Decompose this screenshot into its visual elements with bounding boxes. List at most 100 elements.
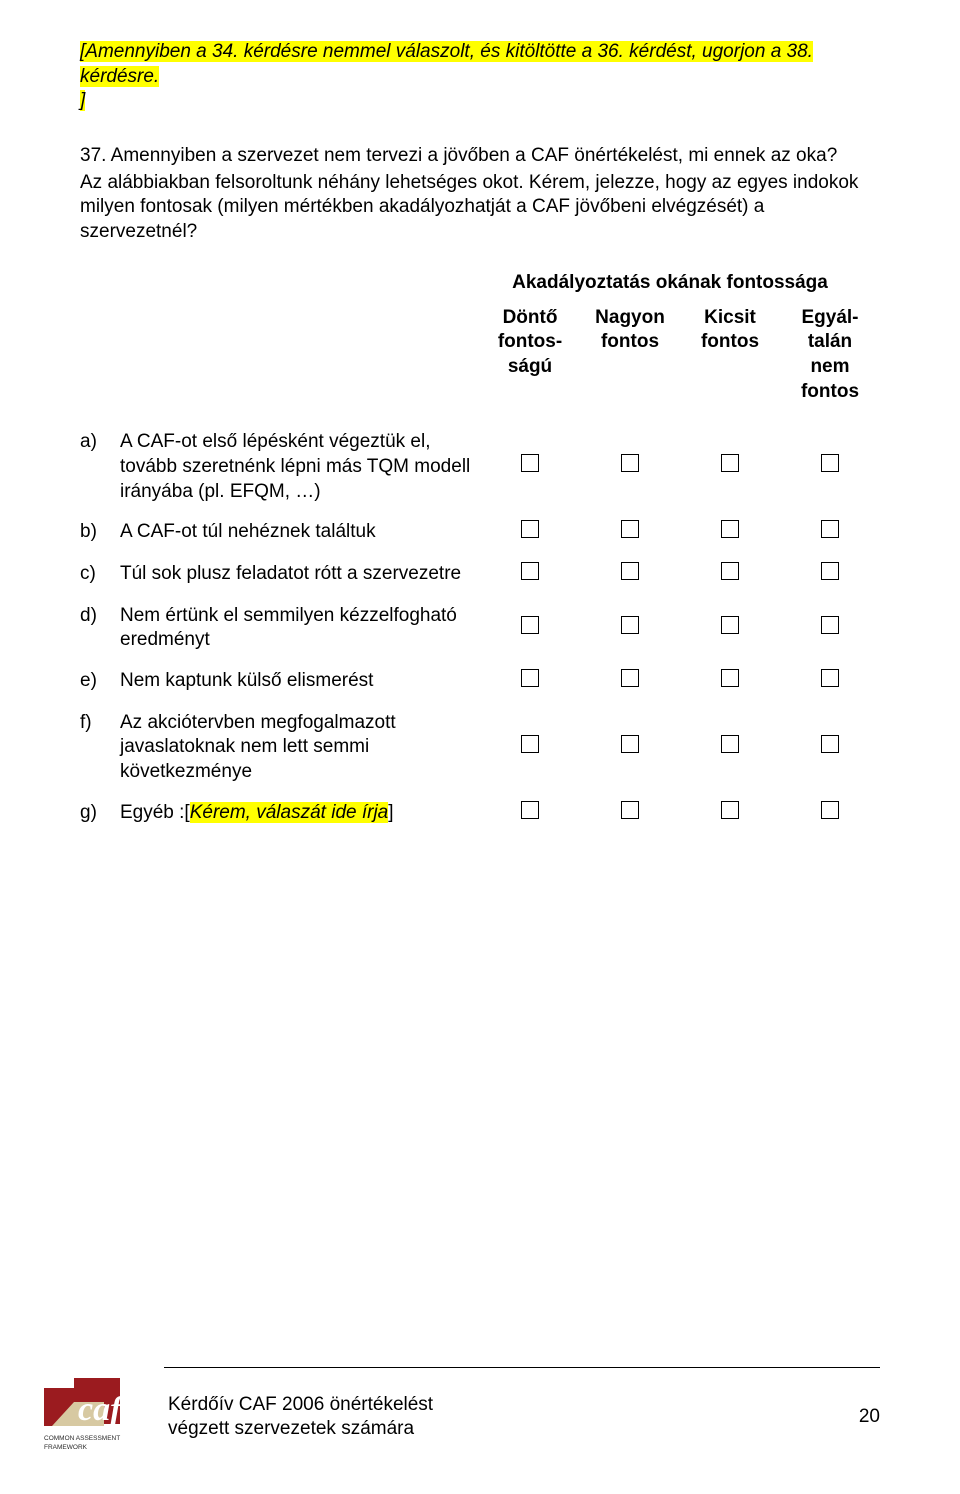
row-label: a) <box>80 422 116 512</box>
column-header-4: Egyál-talánnemfontos <box>780 302 880 423</box>
checkbox-cell <box>780 422 880 512</box>
svg-text:caf: caf <box>78 1391 125 1428</box>
page-number: 20 <box>840 1405 880 1430</box>
column-header-3: Kicsitfontos <box>680 302 780 423</box>
checkbox[interactable] <box>721 562 739 580</box>
matrix-row: g)Egyéb :[Kérem, válaszát ide írja] <box>80 793 880 835</box>
checkbox[interactable] <box>521 669 539 687</box>
matrix-row: b)A CAF-ot túl nehéznek találtuk <box>80 512 880 554</box>
skip-instruction-text: [Amennyiben a 34. kérdésre nemmel válasz… <box>80 41 813 87</box>
caf-logo: caf COMMON ASSESSMENT FRAMEWORK <box>44 1378 154 1456</box>
row-label: e) <box>80 661 116 703</box>
row-text: Egyéb :[Kérem, válaszát ide írja] <box>116 793 480 835</box>
checkbox-cell <box>580 422 680 512</box>
row-label: d) <box>80 596 116 661</box>
question-37-line1: 37. Amennyiben a szervezet nem tervezi a… <box>80 144 880 169</box>
skip-instruction: [Amennyiben a 34. kérdésre nemmel válasz… <box>80 40 880 114</box>
checkbox[interactable] <box>521 562 539 580</box>
checkbox[interactable] <box>521 616 539 634</box>
importance-matrix: Döntőfontos-ságú Nagyonfontos Kicsitfont… <box>80 302 880 835</box>
row-text: Nem értünk el semmilyen kézzelfogható er… <box>116 596 480 661</box>
footer-title: Kérdőív CAF 2006 önértékelést végzett sz… <box>168 1393 840 1441</box>
row-text: Nem kaptunk külső elismerést <box>116 661 480 703</box>
matrix-row: c)Túl sok plusz feladatot rótt a szervez… <box>80 554 880 596</box>
checkbox-cell <box>480 703 580 793</box>
row-label: b) <box>80 512 116 554</box>
question-37-number: 37. <box>80 145 106 166</box>
checkbox[interactable] <box>521 520 539 538</box>
checkbox[interactable] <box>621 735 639 753</box>
checkbox-cell <box>580 661 680 703</box>
matrix-row: e)Nem kaptunk külső elismerést <box>80 661 880 703</box>
checkbox[interactable] <box>621 520 639 538</box>
matrix-row: f)Az akciótervben megfogalmazott javasla… <box>80 703 880 793</box>
matrix-body: a)A CAF-ot első lépésként végeztük el, t… <box>80 422 880 834</box>
page-footer: caf COMMON ASSESSMENT FRAMEWORK Kérdőív … <box>0 1367 960 1456</box>
checkbox-cell <box>480 512 580 554</box>
checkbox-cell <box>480 661 580 703</box>
checkbox[interactable] <box>821 454 839 472</box>
checkbox[interactable] <box>821 616 839 634</box>
row-text: Túl sok plusz feladatot rótt a szervezet… <box>116 554 480 596</box>
checkbox[interactable] <box>621 801 639 819</box>
column-header-2: Nagyonfontos <box>580 302 680 423</box>
checkbox[interactable] <box>521 454 539 472</box>
checkbox[interactable] <box>521 801 539 819</box>
checkbox-cell <box>680 793 780 835</box>
checkbox-cell <box>680 661 780 703</box>
row-text: A CAF-ot első lépésként végeztük el, tov… <box>116 422 480 512</box>
matrix-header-title: Akadályoztatás okának fontossága <box>80 271 880 296</box>
checkbox[interactable] <box>821 669 839 687</box>
matrix-row: a)A CAF-ot első lépésként végeztük el, t… <box>80 422 880 512</box>
column-header-1: Döntőfontos-ságú <box>480 302 580 423</box>
checkbox-cell <box>580 512 680 554</box>
checkbox[interactable] <box>621 669 639 687</box>
checkbox-cell <box>580 793 680 835</box>
checkbox-cell <box>680 703 780 793</box>
inline-input-hint: Kérem, válaszát ide írja <box>190 802 389 823</box>
checkbox-cell <box>680 596 780 661</box>
checkbox-cell <box>780 703 880 793</box>
footer-title-line2: végzett szervezetek számára <box>168 1418 414 1439</box>
checkbox-cell <box>780 596 880 661</box>
checkbox[interactable] <box>721 616 739 634</box>
checkbox[interactable] <box>721 520 739 538</box>
checkbox-cell <box>780 554 880 596</box>
row-text: A CAF-ot túl nehéznek találtuk <box>116 512 480 554</box>
row-label: c) <box>80 554 116 596</box>
checkbox[interactable] <box>821 520 839 538</box>
question-37: 37. Amennyiben a szervezet nem tervezi a… <box>80 144 880 245</box>
checkbox-cell <box>480 793 580 835</box>
checkbox-cell <box>680 554 780 596</box>
checkbox-cell <box>680 422 780 512</box>
matrix-row: d)Nem értünk el semmilyen kézzelfogható … <box>80 596 880 661</box>
checkbox[interactable] <box>621 562 639 580</box>
row-label: g) <box>80 793 116 835</box>
checkbox[interactable] <box>621 616 639 634</box>
checkbox[interactable] <box>621 454 639 472</box>
row-text: Az akciótervben megfogalmazott javaslato… <box>116 703 480 793</box>
checkbox[interactable] <box>721 801 739 819</box>
checkbox[interactable] <box>721 669 739 687</box>
question-37-line2: Az alábbiakban felsoroltunk néhány lehet… <box>80 171 880 245</box>
footer-divider <box>164 1367 880 1368</box>
checkbox[interactable] <box>521 735 539 753</box>
checkbox[interactable] <box>821 801 839 819</box>
footer-title-line1: Kérdőív CAF 2006 önértékelést <box>168 1394 433 1415</box>
checkbox[interactable] <box>721 454 739 472</box>
checkbox-cell <box>480 422 580 512</box>
checkbox-cell <box>680 512 780 554</box>
skip-instruction-close: ] <box>80 90 85 111</box>
checkbox[interactable] <box>821 735 839 753</box>
checkbox-cell <box>580 703 680 793</box>
checkbox-cell <box>580 554 680 596</box>
checkbox-cell <box>780 793 880 835</box>
checkbox-cell <box>480 554 580 596</box>
logo-line1: COMMON ASSESSMENT <box>44 1435 120 1442</box>
row-label: f) <box>80 703 116 793</box>
question-37-text1: Amennyiben a szervezet nem tervezi a jöv… <box>111 145 838 166</box>
checkbox[interactable] <box>721 735 739 753</box>
logo-line2: FRAMEWORK <box>44 1444 88 1451</box>
checkbox-cell <box>780 512 880 554</box>
checkbox[interactable] <box>821 562 839 580</box>
